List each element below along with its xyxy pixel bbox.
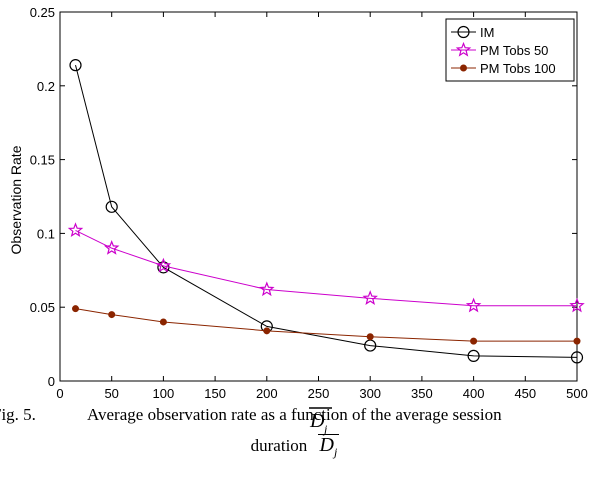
data-point-circle: [457, 25, 470, 39]
caption-duration-word: duration: [250, 436, 308, 455]
data-point-star: [362, 290, 378, 305]
data-point-star: [67, 222, 84, 238]
figure-number: Fig. 5.: [0, 405, 36, 424]
data-point-star: [569, 297, 585, 313]
data-point-star: [259, 281, 275, 297]
y-tick-label: 0.25: [30, 5, 55, 20]
data-point-dot: [470, 337, 478, 345]
series-line: [75, 230, 577, 307]
x-tick-label: 0: [56, 386, 63, 401]
x-tick-label: 400: [463, 386, 485, 401]
legend-entry: PM Tobs 100: [451, 61, 556, 76]
y-tick-label: 0: [48, 374, 55, 389]
x-tick-label: 150: [204, 386, 226, 401]
legend-entry: PM Tobs 50: [451, 41, 548, 58]
data-point-circle: [105, 200, 118, 213]
x-axis-label-symbol: D: [309, 410, 325, 432]
x-tick-label: 250: [308, 386, 330, 401]
data-point-dot: [263, 327, 271, 335]
data-point-dot: [460, 64, 467, 72]
series-group: [67, 59, 585, 364]
data-point-dot: [108, 311, 116, 319]
data-point-dot: [159, 318, 167, 326]
x-tick-label: 500: [566, 386, 588, 401]
data-point-circle: [570, 351, 584, 364]
data-point-dot: [72, 305, 80, 313]
data-point-circle: [69, 59, 82, 72]
y-tick-label: 0.05: [30, 300, 55, 315]
legend-label: PM Tobs 100: [480, 61, 556, 76]
data-point-star: [103, 240, 120, 255]
y-tick-label: 0.2: [37, 79, 55, 94]
x-axis-label-subscript: j: [322, 422, 328, 436]
series-pm-tobs-50: [67, 222, 585, 313]
caption-text: Average observation rate as a function o…: [87, 405, 502, 424]
caption-symbol-letter: D: [319, 434, 334, 456]
x-tick-label: 50: [104, 386, 118, 401]
x-tick-label: 350: [411, 386, 433, 401]
x-tick-label: 450: [514, 386, 536, 401]
data-point-star: [155, 257, 172, 273]
legend-entry: IM: [451, 25, 494, 40]
data-point-star: [455, 41, 472, 57]
data-point-star: [465, 297, 482, 313]
data-point-circle: [467, 349, 480, 363]
figure-caption-line2: duration Dj: [0, 434, 590, 462]
x-axis-label: D j: [309, 407, 332, 436]
y-axis-label: Observation Rate: [8, 145, 24, 254]
x-tick-label: 300: [359, 386, 381, 401]
y-tick-label: 0.15: [30, 153, 55, 168]
x-tick-label: 200: [256, 386, 278, 401]
data-point-dot: [366, 333, 374, 341]
caption-symbol: Dj: [317, 434, 340, 462]
series-pm-tobs-100: [72, 305, 581, 345]
legend: IM PM Tobs 50 PM Tobs 100: [445, 18, 575, 82]
y-tick-label: 0.1: [37, 226, 55, 241]
axes: 0 50 100 150 200 250 300 350 400 450 500 0 0.05 0.1 0.…: [30, 5, 588, 401]
legend-label: IM: [480, 25, 494, 40]
legend-label: PM Tobs 50: [480, 43, 548, 58]
x-tick-label: 100: [153, 386, 175, 401]
series-line: [75, 65, 578, 358]
data-point-dot: [573, 337, 581, 345]
caption-symbol-subscript: j: [334, 445, 338, 459]
